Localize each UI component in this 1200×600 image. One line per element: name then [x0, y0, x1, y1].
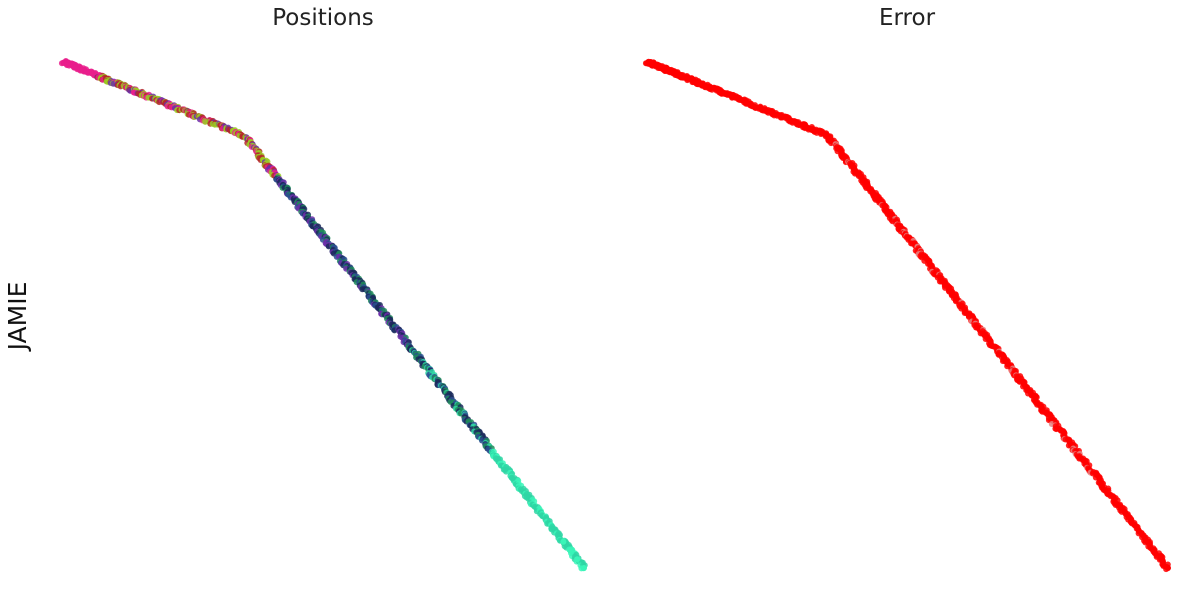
error-point — [1165, 565, 1171, 571]
positions-point — [567, 547, 574, 554]
error-point — [1158, 556, 1165, 563]
error-title: Error — [879, 5, 936, 31]
error-point — [1144, 538, 1151, 545]
positions-panel: Positions — [58, 5, 588, 572]
positions-point — [560, 538, 567, 545]
positions-title: Positions — [272, 5, 374, 31]
figure-ylabel: JAMIE — [3, 282, 32, 353]
positions-point — [581, 565, 587, 571]
positions-point — [574, 556, 581, 563]
positions-points — [58, 58, 588, 572]
error-panel: Error — [642, 5, 1171, 573]
error-points — [642, 58, 1171, 573]
error-point — [1151, 547, 1158, 554]
